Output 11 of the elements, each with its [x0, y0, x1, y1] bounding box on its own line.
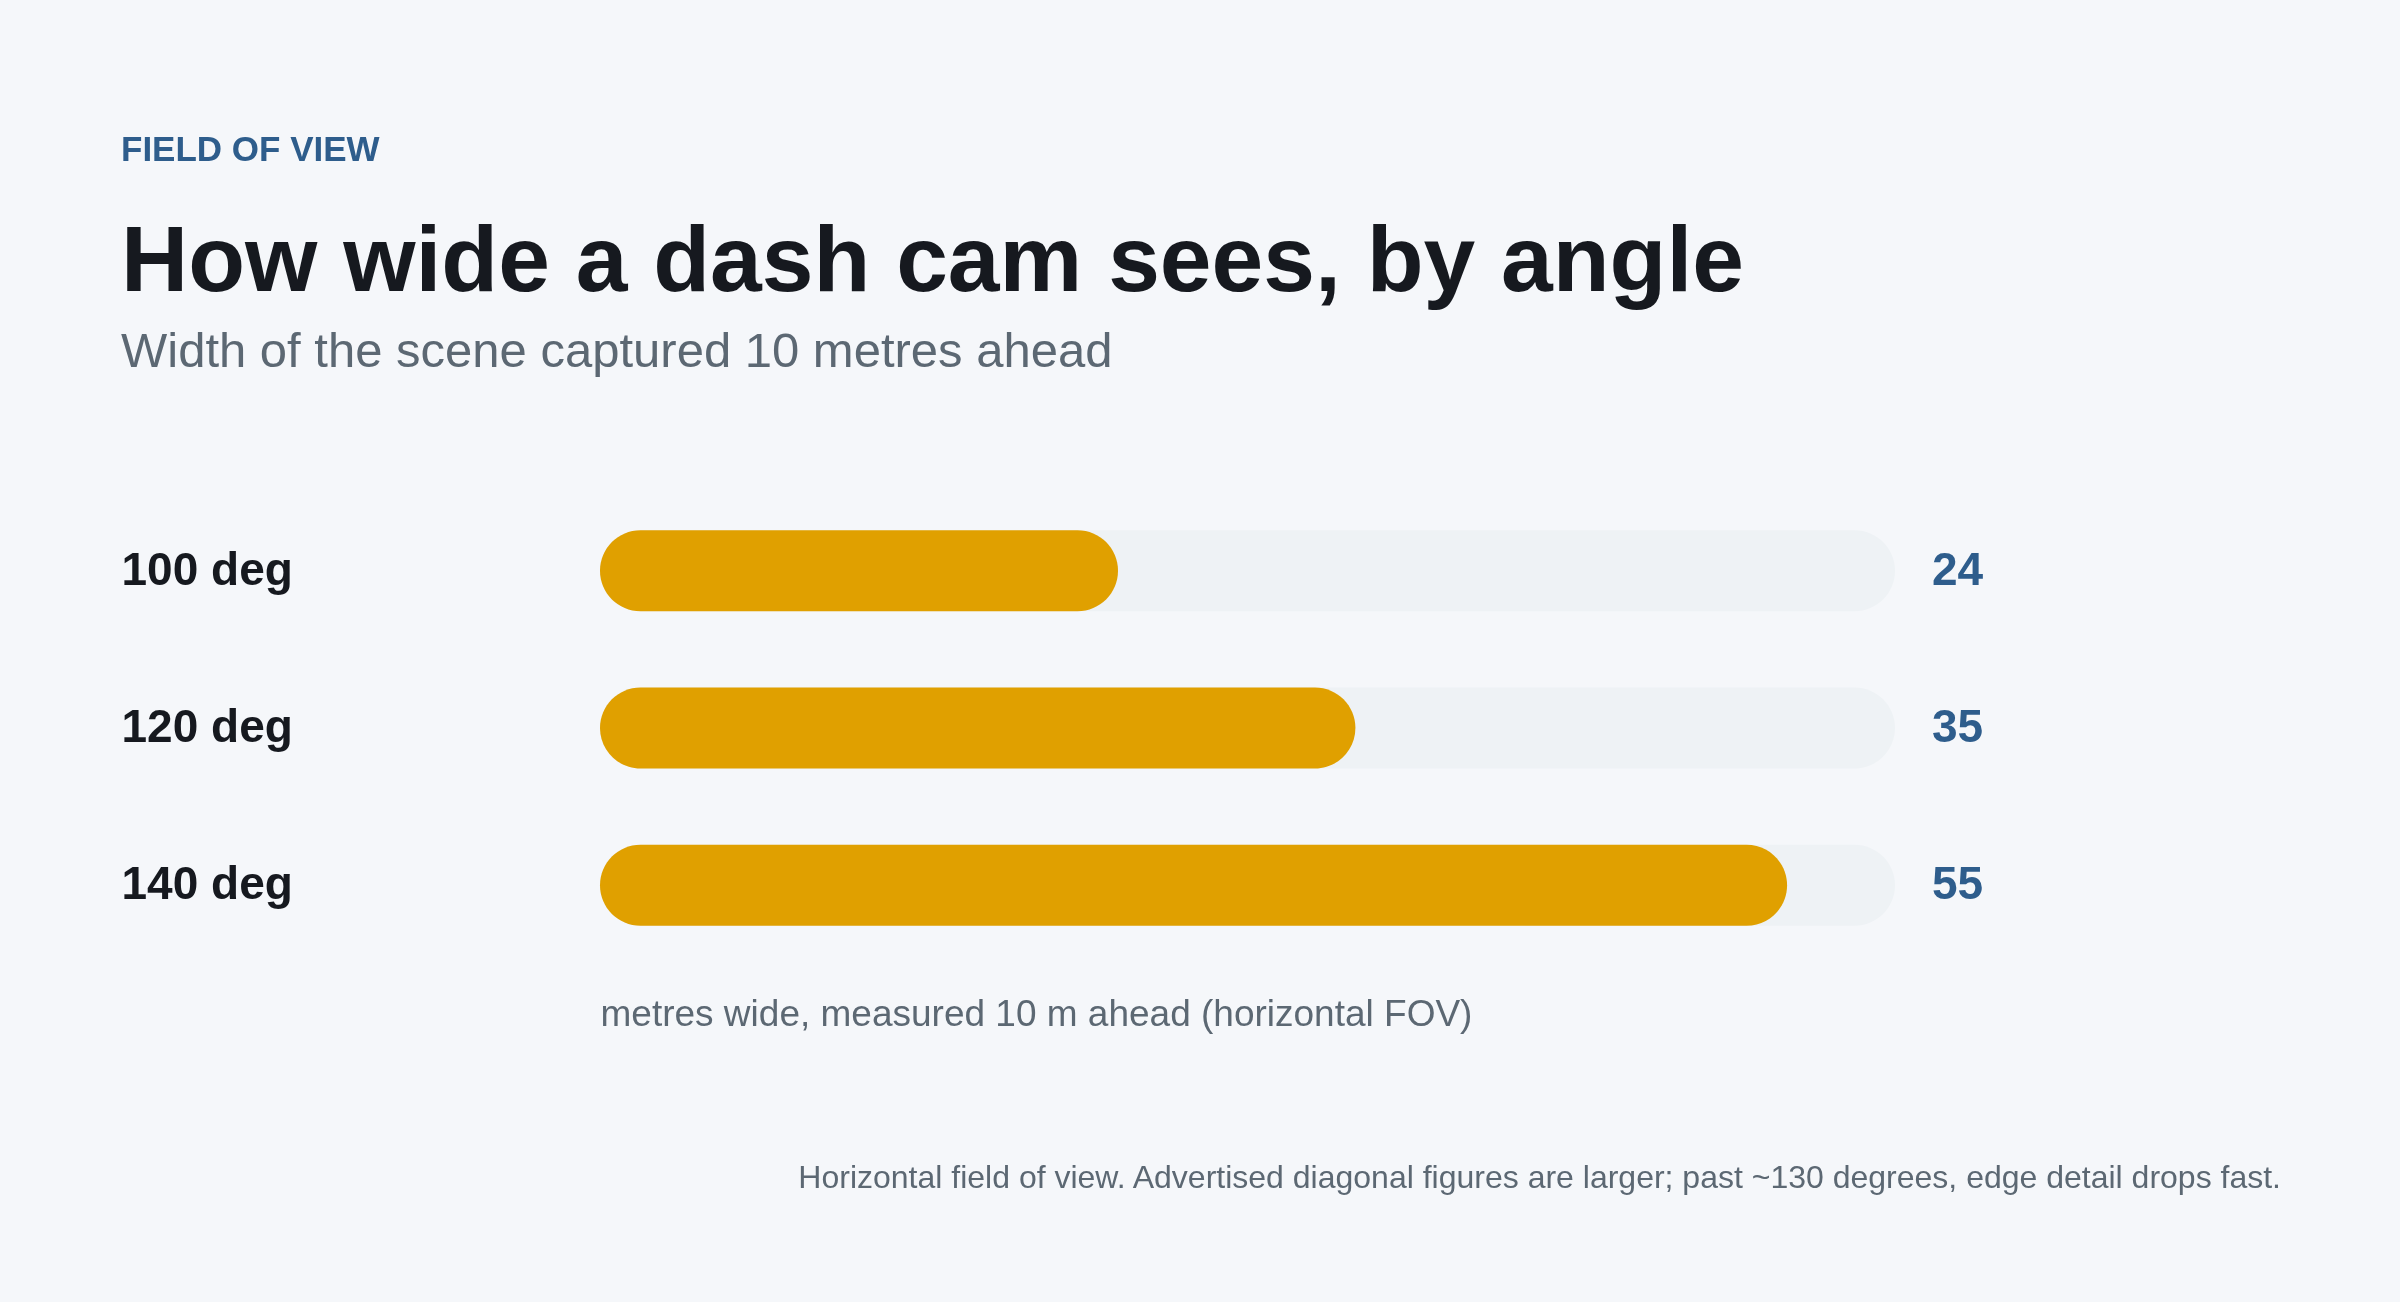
data-label: 35 — [1932, 700, 1984, 752]
y-tick-label: 140 deg — [121, 857, 293, 910]
chart-subtitle: Width of the scene captured 10 metres ahead — [121, 323, 1113, 377]
chart-title: How wide a dash cam sees, by angle — [121, 207, 1744, 311]
y-tick-label: 120 deg — [121, 700, 293, 752]
data-label: 24 — [1932, 542, 1984, 595]
text: FIELD OF VIEW — [121, 129, 380, 168]
data-label: 55 — [1932, 857, 1984, 910]
x-axis-title: metres wide, measured 10 m ahead (horizontal FOV) — [600, 992, 1473, 1034]
text: Horizontal field of view. Advertised diagonal figures are larger; past ~130 degrees, edge detail drops fast. — [798, 1159, 2281, 1195]
y-tick-label: 100 deg — [121, 542, 293, 595]
